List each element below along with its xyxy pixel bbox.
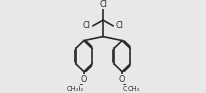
Text: O: O [119, 75, 125, 84]
Text: Cl: Cl [116, 21, 124, 30]
Text: CH₃: CH₃ [128, 86, 140, 92]
Text: O: O [81, 75, 87, 84]
Text: CH₂: CH₂ [71, 86, 84, 92]
Text: CH₂: CH₂ [122, 86, 135, 92]
Text: CH₃: CH₃ [66, 86, 78, 92]
Text: Cl: Cl [82, 21, 90, 30]
Text: Cl: Cl [99, 0, 107, 9]
